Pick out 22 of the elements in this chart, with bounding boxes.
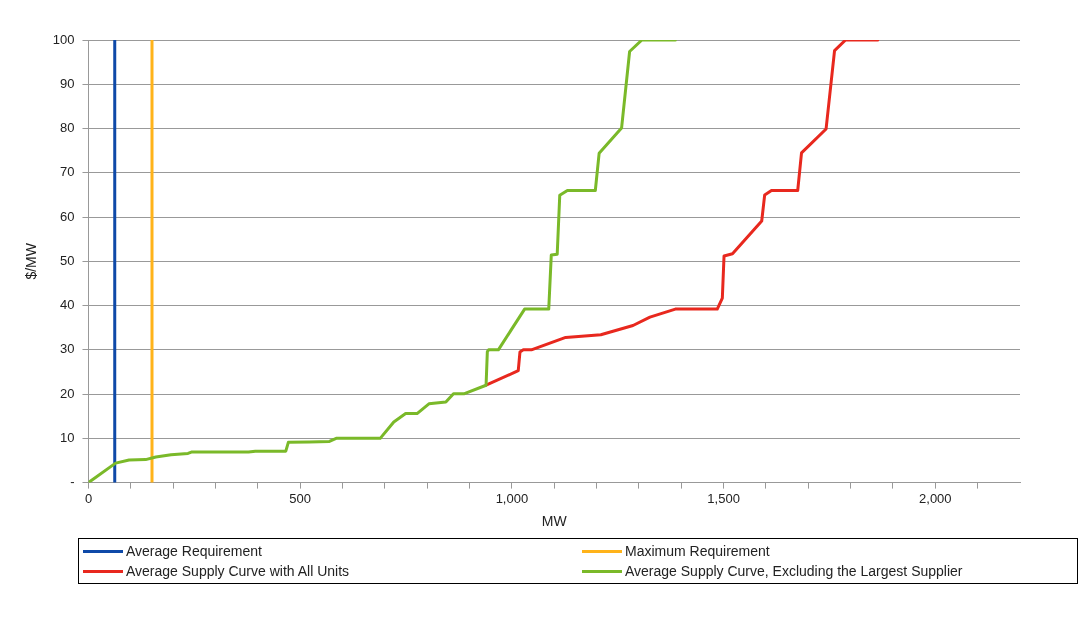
y-tick-label: 100: [52, 31, 75, 47]
legend-label: Maximum Requirement: [625, 543, 770, 559]
y-tick-label: 70: [60, 164, 75, 180]
y-tick-label: 80: [60, 120, 75, 136]
x-tick-label: 2,000: [919, 490, 952, 506]
y-tick-label: 60: [60, 208, 75, 224]
legend-label: Average Requirement: [126, 543, 262, 559]
y-tick-label: 50: [60, 252, 75, 268]
x-tick-label: 1,500: [707, 490, 740, 506]
x-tick-label: 1,000: [495, 490, 529, 506]
legend-label: Average Supply Curve, Excluding the Largest Supplier: [625, 563, 963, 579]
x-tick-label: 500: [289, 490, 312, 506]
legend-label: Average Supply Curve with All Units: [126, 563, 350, 579]
y-tick-label: 90: [60, 75, 75, 91]
y-tick-label: 20: [60, 385, 75, 401]
y-tick-label: 40: [60, 297, 75, 313]
y-tick-label: -: [70, 474, 75, 490]
y-axis-title: $/MW: [23, 242, 40, 280]
y-tick-label: 10: [60, 429, 75, 445]
y-tick-label: 30: [60, 341, 75, 357]
x-tick-label: 0: [84, 490, 93, 506]
x-axis-title: MW: [541, 513, 568, 530]
